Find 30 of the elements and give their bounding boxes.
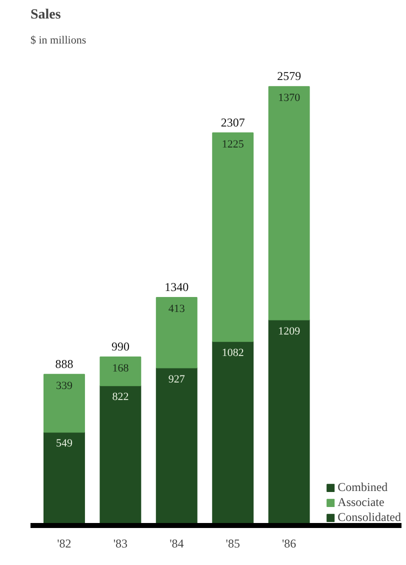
bar	[156, 296, 198, 368]
text: Combined	[338, 480, 388, 495]
data-label: 1225	[222, 138, 244, 150]
data-label: 822	[112, 391, 129, 404]
data-label: 1209	[278, 325, 301, 338]
bar	[100, 356, 142, 386]
total-label: 888	[55, 356, 74, 371]
data-label: 549	[56, 438, 73, 450]
total-label: 2579	[277, 69, 302, 84]
total-label: 2307	[220, 115, 245, 130]
x-tick-label: '83	[113, 536, 128, 550]
legend-label: Consolidated	[338, 510, 401, 525]
total-label: 1340	[164, 280, 189, 294]
x-tick-label: '84	[170, 536, 184, 550]
data-label: 339	[56, 380, 73, 392]
bar	[268, 86, 310, 320]
legend-label: Associate	[338, 495, 384, 510]
bar	[212, 132, 254, 342]
chart-title: Sales	[30, 8, 62, 22]
total-label: 990	[111, 339, 130, 354]
bar	[43, 374, 85, 433]
x-tick-label: '82	[57, 536, 72, 550]
x-tick-label: '85	[226, 536, 240, 550]
chart-subtitle: $ in millions	[30, 34, 86, 46]
data-label: 927	[168, 373, 186, 386]
data-label: 168	[112, 362, 130, 375]
x-tick-label: '86	[282, 536, 296, 550]
data-label: 1082	[222, 346, 244, 359]
data-label: 413	[168, 303, 186, 316]
data-label: 1370	[278, 92, 301, 104]
